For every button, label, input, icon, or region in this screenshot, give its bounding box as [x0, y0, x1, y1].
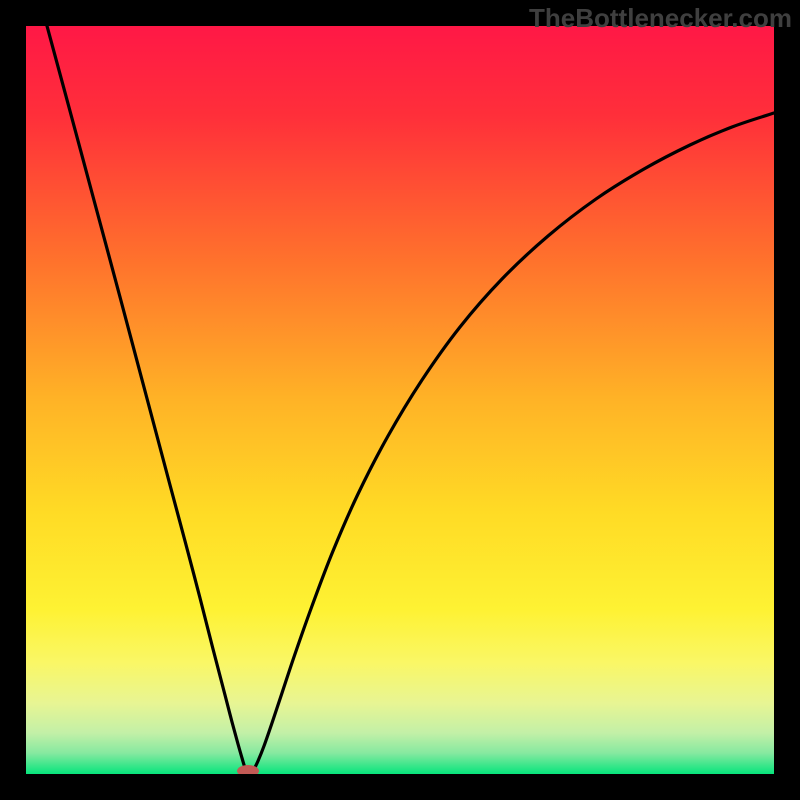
bottleneck-curve [47, 26, 774, 774]
chart-frame: TheBottlenecker.com [0, 0, 800, 800]
plot-area [26, 26, 774, 774]
watermark-text: TheBottlenecker.com [529, 3, 792, 34]
curve-layer [26, 26, 774, 774]
